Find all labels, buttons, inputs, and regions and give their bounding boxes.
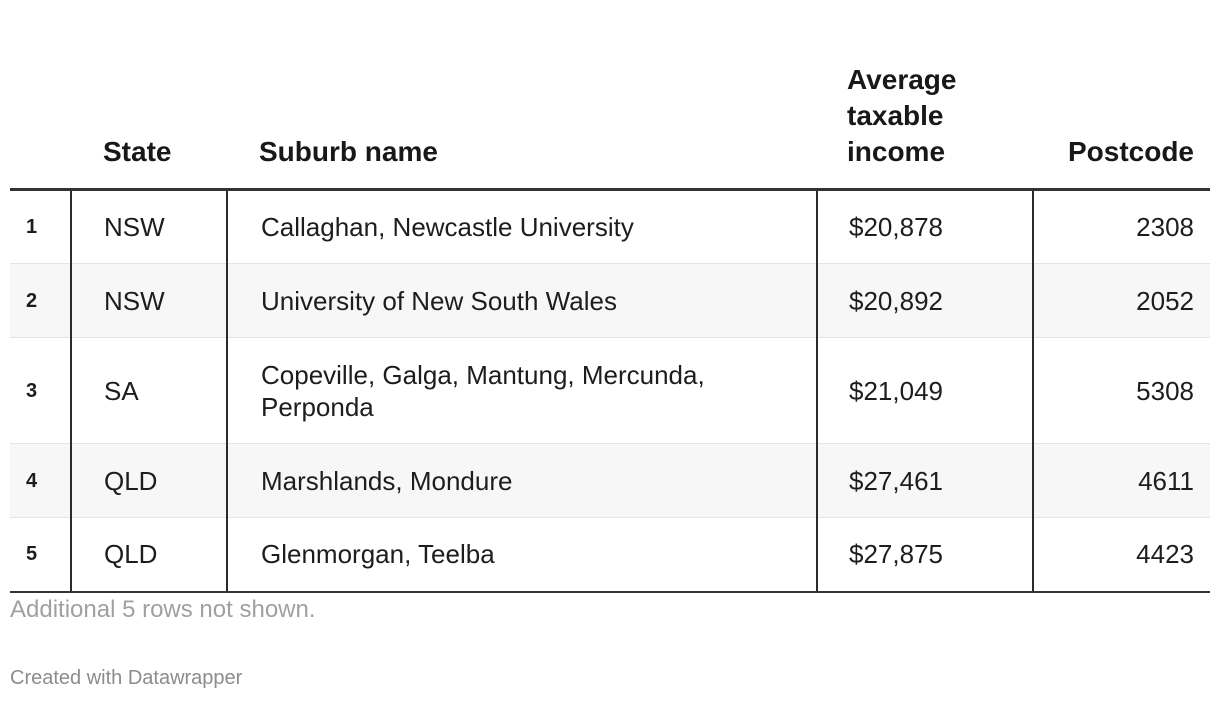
datawrapper-credit-link[interactable]: Created with Datawrapper: [10, 667, 243, 689]
header-income-line: taxable: [847, 100, 944, 131]
table-notes: Additional 5 rows not shown.: [10, 596, 316, 623]
rank-cell: 1: [10, 189, 72, 264]
table-row: 2 NSW University of New South Wales $20,…: [10, 263, 1210, 338]
header-postcode[interactable]: Postcode: [1033, 0, 1210, 191]
state-cell: QLD: [71, 443, 228, 518]
suburb-income-table: State Suburb name Average taxable income…: [10, 0, 1210, 593]
header-income-line: Average: [847, 64, 957, 95]
income-cell: $20,892: [817, 263, 1034, 338]
header-income-line: income: [847, 136, 946, 167]
rank-cell: 3: [10, 337, 72, 444]
postcode-cell: 4423: [1033, 517, 1210, 593]
header-rank[interactable]: [10, 0, 71, 191]
header-state[interactable]: State: [71, 0, 227, 191]
postcode-cell: 2052: [1033, 263, 1210, 338]
income-cell: $27,461: [817, 443, 1034, 518]
table-row: 4 QLD Marshlands, Mondure $27,461 4611: [10, 443, 1210, 518]
suburb-line: Perponda: [261, 391, 374, 422]
income-cell: $21,049: [817, 337, 1034, 444]
rank-cell: 2: [10, 263, 72, 338]
header-suburb-name[interactable]: Suburb name: [227, 0, 817, 191]
suburb-cell: Copeville, Galga, Mantung, Mercunda, Per…: [227, 337, 818, 444]
income-cell: $20,878: [817, 189, 1034, 264]
state-cell: NSW: [71, 263, 228, 338]
table-row: 5 QLD Glenmorgan, Teelba $27,875 4423: [10, 517, 1210, 593]
suburb-cell: Callaghan, Newcastle University: [227, 189, 818, 264]
table-header-row: State Suburb name Average taxable income…: [10, 0, 1210, 191]
table-row: 1 NSW Callaghan, Newcastle University $2…: [10, 189, 1210, 264]
data-table-container: State Suburb name Average taxable income…: [10, 0, 1210, 593]
table-row: 3 SA Copeville, Galga, Mantung, Mercunda…: [10, 337, 1210, 444]
rank-cell: 5: [10, 517, 72, 593]
postcode-cell: 5308: [1033, 337, 1210, 444]
postcode-cell: 2308: [1033, 189, 1210, 264]
income-cell: $27,875: [817, 517, 1034, 593]
suburb-cell: University of New South Wales: [227, 263, 818, 338]
rank-cell: 4: [10, 443, 72, 518]
state-cell: NSW: [71, 189, 228, 264]
state-cell: SA: [71, 337, 228, 444]
postcode-cell: 4611: [1033, 443, 1210, 518]
header-average-taxable-income[interactable]: Average taxable income: [817, 0, 1033, 191]
suburb-cell: Glenmorgan, Teelba: [227, 517, 818, 593]
suburb-line: Copeville, Galga, Mantung, Mercunda,: [261, 359, 705, 390]
state-cell: QLD: [71, 517, 228, 593]
suburb-cell: Marshlands, Mondure: [227, 443, 818, 518]
